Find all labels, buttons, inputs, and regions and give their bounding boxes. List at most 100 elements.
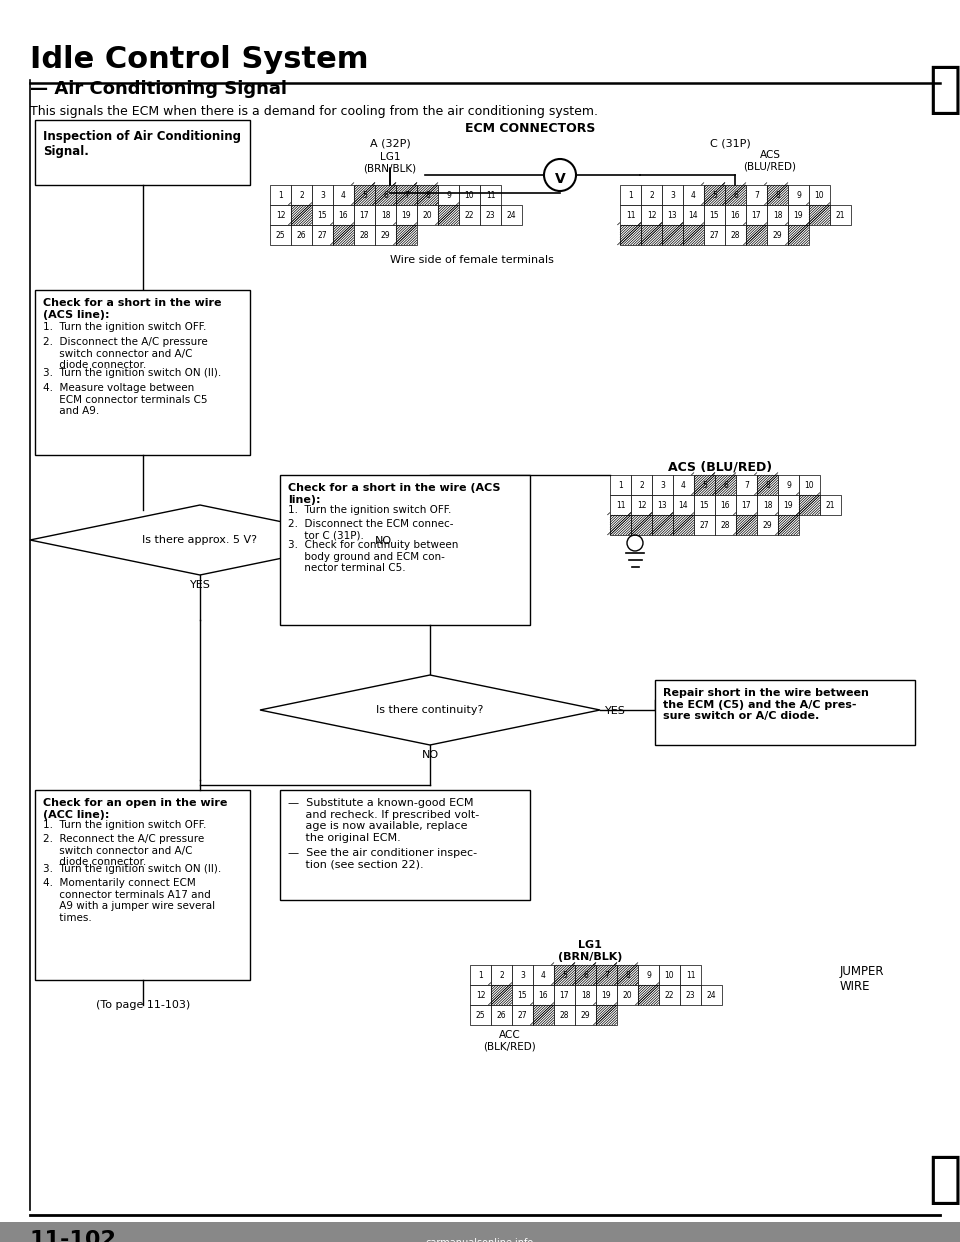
Bar <box>501 205 522 225</box>
Text: Wire side of female terminals: Wire side of female terminals <box>390 255 554 265</box>
Bar <box>620 225 641 245</box>
Text: This signals the ECM when there is a demand for cooling from the air conditionin: This signals the ECM when there is a dem… <box>30 106 598 118</box>
Text: 21: 21 <box>836 210 845 220</box>
Bar <box>35 790 250 980</box>
Bar <box>799 496 820 515</box>
Bar <box>438 185 459 205</box>
Bar <box>788 225 809 245</box>
Bar <box>799 474 820 496</box>
Bar <box>746 205 767 225</box>
Text: 27: 27 <box>709 231 719 240</box>
Bar <box>809 185 830 205</box>
Text: 4.  Momentarily connect ECM
     connector terminals A17 and
     A9 with a jump: 4. Momentarily connect ECM connector ter… <box>43 878 215 923</box>
Bar <box>480 205 501 225</box>
Text: ACC
(BLK/RED): ACC (BLK/RED) <box>484 1030 537 1052</box>
Bar <box>291 225 312 245</box>
Bar <box>35 289 250 455</box>
Text: 11-102: 11-102 <box>30 1230 117 1242</box>
Bar <box>830 205 851 225</box>
Text: JUMPER
WIRE: JUMPER WIRE <box>840 965 884 994</box>
Text: 12: 12 <box>636 501 646 509</box>
Text: 3: 3 <box>660 481 665 489</box>
Text: 7: 7 <box>404 190 409 200</box>
Text: 16: 16 <box>339 210 348 220</box>
Bar <box>480 185 501 205</box>
Bar <box>683 205 704 225</box>
Text: 28: 28 <box>721 520 731 529</box>
Text: carmanualsonline.info: carmanualsonline.info <box>426 1238 534 1242</box>
Text: 6: 6 <box>733 190 738 200</box>
Bar <box>396 185 417 205</box>
Bar <box>270 225 291 245</box>
Text: 13: 13 <box>658 501 667 509</box>
Bar <box>610 496 631 515</box>
Text: 23: 23 <box>685 991 695 1000</box>
Text: 11: 11 <box>685 970 695 980</box>
Text: 19: 19 <box>602 991 612 1000</box>
Bar <box>725 225 746 245</box>
Text: 4: 4 <box>341 190 346 200</box>
Text: 9: 9 <box>646 970 651 980</box>
Text: NO: NO <box>421 750 439 760</box>
Bar <box>312 205 333 225</box>
Text: C (31P): C (31P) <box>709 138 751 148</box>
Text: 3: 3 <box>320 190 324 200</box>
Text: 6: 6 <box>723 481 728 489</box>
Text: 22: 22 <box>664 991 674 1000</box>
Text: 11: 11 <box>615 501 625 509</box>
Bar <box>333 185 354 205</box>
Bar <box>375 205 396 225</box>
Text: 27: 27 <box>700 520 709 529</box>
Text: 6: 6 <box>583 970 588 980</box>
Bar <box>438 205 459 225</box>
Text: 28: 28 <box>731 231 740 240</box>
Text: 15: 15 <box>318 210 327 220</box>
Text: 6: 6 <box>383 190 388 200</box>
Bar <box>610 515 631 535</box>
Bar <box>35 120 250 185</box>
Bar <box>491 985 512 1005</box>
Text: (To page 11-103): (To page 11-103) <box>96 1000 190 1010</box>
Text: 18: 18 <box>763 501 772 509</box>
Bar <box>680 965 701 985</box>
Text: — Air Conditioning Signal: — Air Conditioning Signal <box>30 79 287 98</box>
Bar <box>767 185 788 205</box>
Text: ACS
(BLU/RED): ACS (BLU/RED) <box>743 150 797 171</box>
Text: 25: 25 <box>276 231 285 240</box>
Text: 12: 12 <box>647 210 657 220</box>
Text: 1: 1 <box>628 190 633 200</box>
Bar <box>354 205 375 225</box>
Bar <box>694 496 715 515</box>
Text: 1.  Turn the ignition switch OFF.: 1. Turn the ignition switch OFF. <box>288 505 451 515</box>
Bar <box>417 185 438 205</box>
Text: 5: 5 <box>562 970 567 980</box>
Text: LG1
(BRN/BLK): LG1 (BRN/BLK) <box>364 152 417 174</box>
Bar <box>470 985 491 1005</box>
Bar <box>746 225 767 245</box>
Text: 23: 23 <box>486 210 495 220</box>
Bar <box>512 965 533 985</box>
Text: Check for an open in the wire
(ACC line):: Check for an open in the wire (ACC line)… <box>43 799 228 820</box>
Text: 10: 10 <box>804 481 814 489</box>
Text: 28: 28 <box>360 231 370 240</box>
Text: 2.  Reconnect the A/C pressure
     switch connector and A/C
     diode connecto: 2. Reconnect the A/C pressure switch con… <box>43 833 204 867</box>
Text: Idle Control System: Idle Control System <box>30 45 369 75</box>
Bar <box>725 205 746 225</box>
Text: 18: 18 <box>381 210 391 220</box>
Bar <box>736 515 757 535</box>
Bar <box>757 515 778 535</box>
Text: 14: 14 <box>679 501 688 509</box>
Bar <box>617 965 638 985</box>
Bar <box>641 225 662 245</box>
Text: 3: 3 <box>520 970 525 980</box>
Bar <box>736 496 757 515</box>
Text: 18: 18 <box>581 991 590 1000</box>
Text: A (32P): A (32P) <box>370 138 410 148</box>
Bar <box>291 205 312 225</box>
Bar <box>596 1005 617 1025</box>
Text: 1: 1 <box>478 970 483 980</box>
Text: YES: YES <box>189 580 210 590</box>
Bar <box>652 474 673 496</box>
Text: —  See the air conditioner inspec-
     tion (see section 22).: — See the air conditioner inspec- tion (… <box>288 848 477 869</box>
Bar <box>533 1005 554 1025</box>
